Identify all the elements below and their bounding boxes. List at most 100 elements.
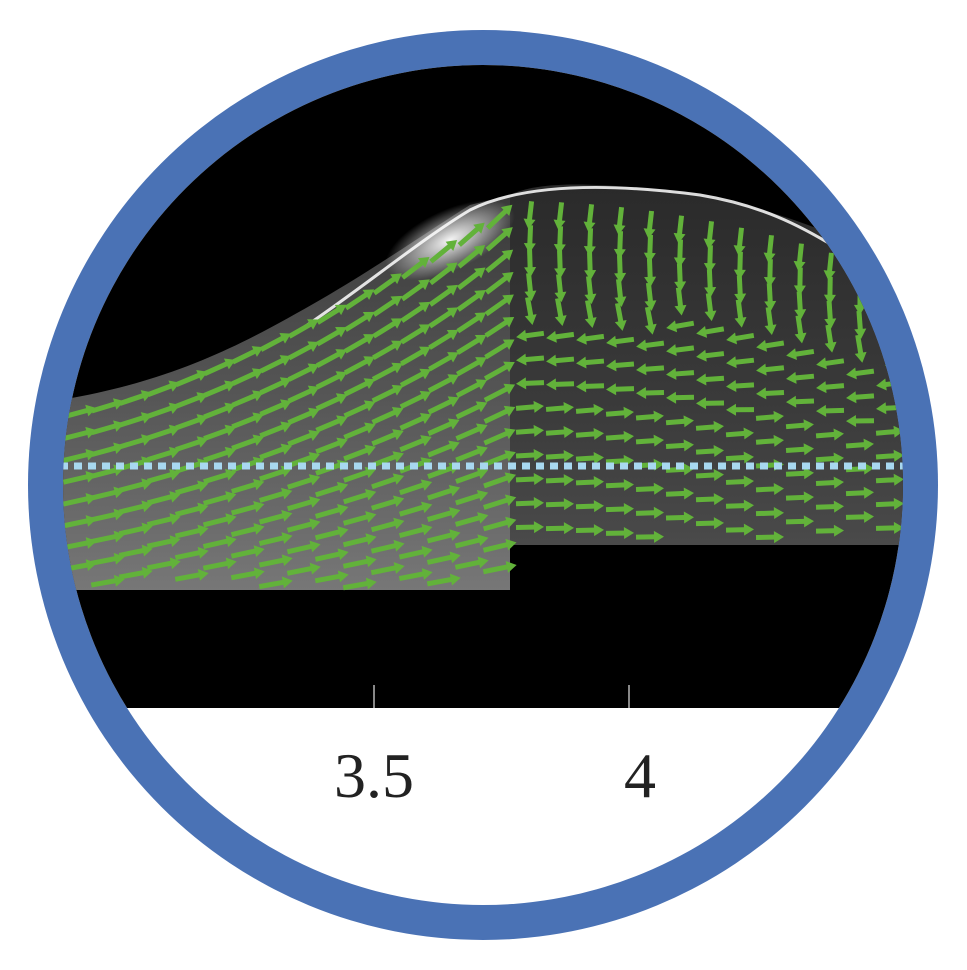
velocity-arrow [400, 346, 431, 366]
velocity-arrow [202, 557, 237, 571]
velocity-arrow [456, 312, 487, 334]
velocity-arrow [286, 496, 321, 512]
velocity-arrow [584, 300, 597, 329]
velocity-arrow [258, 532, 293, 546]
velocity-arrow [733, 251, 746, 280]
velocity-arrow [545, 450, 574, 463]
velocity-arrow [400, 256, 430, 280]
velocity-arrow [515, 497, 544, 510]
velocity-arrow [314, 570, 349, 584]
velocity-arrow [695, 420, 724, 433]
velocity-arrow [455, 445, 488, 463]
velocity-arrow [793, 243, 806, 272]
velocity-arrow [695, 444, 724, 457]
velocity-arrow [343, 488, 377, 505]
velocity-arrow [734, 275, 747, 304]
velocity-arrow [90, 574, 125, 588]
velocity-arrow [315, 415, 348, 433]
velocity-arrow [287, 341, 319, 361]
velocity-arrow [314, 548, 349, 562]
velocity-arrow [816, 404, 845, 417]
velocity-arrow [734, 299, 747, 328]
velocity-arrow [733, 227, 746, 256]
velocity-arrow [755, 410, 784, 423]
velocity-arrow [605, 430, 634, 443]
velocity-arrow [674, 263, 687, 292]
velocity-arrow [455, 423, 488, 441]
velocity-arrow [287, 407, 320, 425]
velocity-arrow [455, 401, 488, 420]
velocity-arrow [483, 450, 516, 467]
velocity-arrow [344, 311, 375, 332]
velocity-arrow [786, 371, 815, 384]
velocity-arrow [823, 252, 836, 281]
velocity-arrow [815, 452, 844, 465]
velocity-arrow [315, 349, 347, 368]
velocity-arrow [875, 497, 903, 510]
velocity-arrow [343, 444, 376, 462]
velocity-arrow [174, 502, 209, 517]
velocity-arrow [455, 379, 488, 398]
velocity-arrow [231, 368, 264, 386]
velocity-arrow [202, 513, 237, 528]
velocity-arrow [400, 301, 431, 323]
velocity-arrow [815, 500, 844, 513]
velocity-arrow [426, 573, 461, 587]
velocity-arrow [786, 395, 815, 408]
velocity-arrow [725, 475, 754, 488]
velocity-arrow [725, 499, 754, 512]
velocity-arrow [230, 523, 265, 538]
velocity-arrow [287, 429, 320, 447]
velocity-arrow [372, 318, 403, 339]
velocity-arrow [614, 278, 627, 308]
velocity-arrow [259, 377, 292, 396]
velocity-arrow [785, 467, 814, 480]
velocity-arrow [484, 339, 515, 360]
velocity-arrow [426, 551, 461, 565]
velocity-arrow [400, 324, 431, 345]
velocity-arrow [371, 451, 404, 468]
velocity-arrow [372, 273, 402, 296]
velocity-arrow [314, 526, 349, 541]
velocity-arrow [146, 535, 181, 549]
velocity-arrow [644, 258, 657, 287]
velocity-arrow [400, 279, 430, 302]
flow-region-left [63, 195, 510, 590]
velocity-arrow [370, 562, 405, 576]
velocity-arrow [457, 245, 486, 269]
velocity-arrow [259, 355, 292, 374]
velocity-arrow [673, 215, 686, 244]
velocity-arrow [666, 344, 695, 357]
velocity-arrow [703, 245, 716, 274]
velocity-arrow [644, 306, 657, 335]
velocity-arrow [286, 540, 321, 555]
velocity-arrow [726, 379, 755, 392]
velocity-arrow [576, 332, 605, 345]
velocity-arrow [554, 298, 567, 327]
velocity-arrow [636, 387, 665, 400]
velocity-arrow [815, 524, 844, 537]
velocity-arrow [764, 283, 777, 312]
velocity-arrow [427, 374, 460, 393]
velocity-arrow [673, 239, 686, 268]
velocity-arrow [515, 448, 544, 461]
velocity-arrow [704, 269, 717, 298]
velocity-arrow [428, 352, 459, 372]
velocity-arrow [794, 291, 807, 320]
velocity-arrow [456, 334, 487, 355]
velocity-arrow [427, 440, 460, 458]
velocity-arrow [230, 567, 265, 581]
velocity-arrow [635, 410, 664, 423]
velocity-arrow [370, 517, 405, 533]
velocity-arrow [725, 523, 754, 536]
velocity-arrow [794, 315, 807, 344]
velocity-arrow [482, 561, 517, 575]
velocity-arrow [726, 356, 755, 369]
velocity-arrow [613, 231, 626, 260]
velocity-arrow [372, 295, 403, 317]
velocity-arrow [371, 362, 403, 382]
velocity-arrow [483, 361, 515, 381]
velocity-arrow [875, 521, 903, 534]
velocity-arrow [785, 515, 814, 528]
velocity-arrow [202, 491, 237, 506]
